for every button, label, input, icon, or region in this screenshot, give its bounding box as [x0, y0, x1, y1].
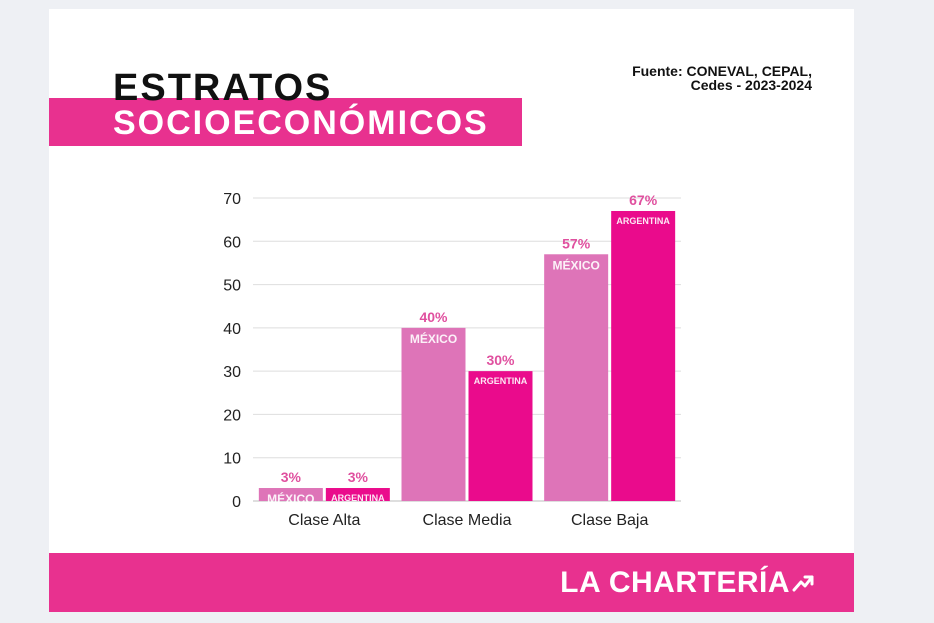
y-tick-label: 40	[223, 321, 241, 338]
series-name-label: MÉXICO	[410, 331, 457, 346]
data-label: 67%	[629, 192, 658, 208]
bar-chart: 0 10 20 30 40 50 60 70 3% MÉXICO 3% ARGENTINA Clase …	[223, 191, 681, 529]
series-name-label: ARGENTINA	[474, 376, 528, 386]
brand-name: LA CHARTERÍA	[560, 566, 790, 599]
source-line-2: Cedes - 2023-2024	[690, 77, 812, 93]
brand-logo: LA CHARTERÍA	[560, 566, 814, 600]
series-name-label: MÉXICO	[267, 491, 314, 506]
x-tick-label: Clase Baja	[571, 512, 648, 529]
data-label: 30%	[486, 352, 515, 368]
series-name-label: ARGENTINA	[616, 216, 670, 226]
bar-argentina-2	[611, 210, 676, 501]
bar-argentina-1	[468, 371, 533, 501]
series-name-label: ARGENTINA	[331, 493, 385, 503]
y-tick-label: 60	[223, 234, 241, 251]
y-tick-label: 20	[223, 407, 241, 424]
y-tick-label: 10	[223, 451, 241, 468]
series-name-label: MÉXICO	[552, 257, 599, 272]
trend-arrow-icon	[792, 575, 814, 592]
x-tick-label: Clase Media	[423, 512, 512, 529]
y-tick-label: 70	[223, 191, 241, 208]
y-tick-label: 0	[232, 494, 241, 511]
bar-mexico-1	[401, 327, 466, 501]
y-tick-label: 30	[223, 364, 241, 381]
source-note: Fuente: CONEVAL, CEPAL, Cedes - 2023-202…	[632, 64, 812, 92]
data-label: 57%	[562, 235, 591, 251]
data-label: 3%	[281, 469, 302, 485]
data-label: 3%	[348, 469, 369, 485]
source-line-1: Fuente: CONEVAL, CEPAL,	[632, 63, 812, 79]
chart-card: ESTRATOS SOCIOECONÓMICOS Fuente: CONEVAL…	[49, 9, 854, 612]
page-title: ESTRATOS	[113, 67, 333, 109]
bar-mexico-2	[544, 254, 609, 501]
title-band	[49, 98, 522, 146]
bar-mexico-0	[258, 488, 323, 501]
bar-argentina-0	[325, 488, 390, 501]
x-tick-label: Clase Alta	[288, 512, 360, 529]
data-label: 40%	[419, 309, 448, 325]
footer-band: LA CHARTERÍA	[49, 553, 854, 612]
y-tick-label: 50	[223, 278, 241, 295]
page-subtitle: SOCIOECONÓMICOS	[113, 104, 489, 142]
